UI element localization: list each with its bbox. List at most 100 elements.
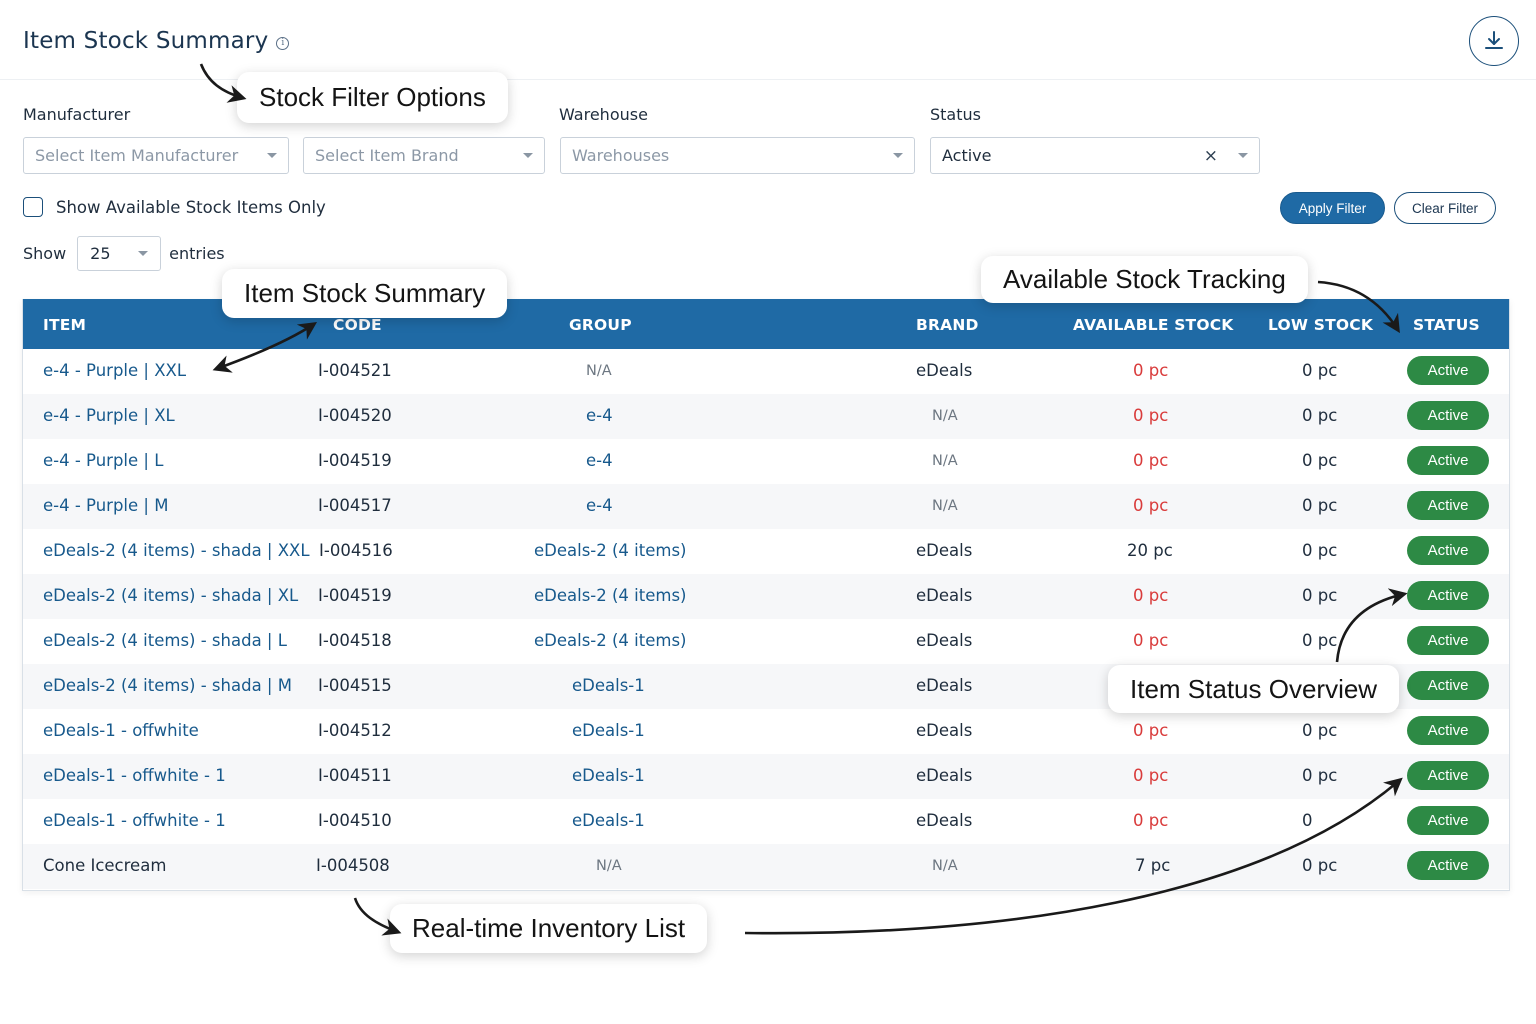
item-name[interactable]: Cone Icecream [43, 856, 167, 875]
warehouse-select[interactable]: Warehouses [560, 137, 915, 174]
chevron-down-icon [267, 153, 277, 158]
manufacturer-placeholder: Select Item Manufacturer [35, 146, 239, 165]
item-group-link[interactable]: eDeals-1 [572, 676, 645, 695]
item-code: I-004515 [318, 676, 392, 695]
stock-table: ITEM CODE GROUP BRAND AVAILABLE STOCK LO… [22, 299, 1510, 891]
column-header-available-stock[interactable]: AVAILABLE STOCK [1073, 316, 1234, 334]
chevron-down-icon [1238, 153, 1248, 158]
column-header-brand[interactable]: BRAND [916, 316, 979, 334]
low-stock: 0 pc [1302, 631, 1338, 650]
item-name-link[interactable]: eDeals-1 - offwhite [43, 721, 199, 740]
item-name-link[interactable]: e-4 - Purple | M [43, 496, 169, 515]
item-brand: eDeals [916, 586, 973, 605]
item-group-link[interactable]: eDeals-1 [572, 721, 645, 740]
brand-placeholder: Select Item Brand [315, 146, 459, 165]
item-code: I-004516 [319, 541, 393, 560]
warehouse-label: Warehouse [559, 105, 648, 124]
item-brand: eDeals [916, 721, 973, 740]
item-code: I-004508 [316, 856, 390, 875]
item-name-link[interactable]: eDeals-2 (4 items) - shada | L [43, 631, 287, 650]
item-code: I-004520 [318, 406, 392, 425]
entries-control: Show 25 entries [23, 236, 225, 271]
item-brand: N/A [932, 453, 958, 469]
page-title-text: Item Stock Summary [23, 28, 269, 54]
entries-suffix: entries [169, 244, 225, 263]
callout-stock-filter: Stock Filter Options [237, 72, 508, 123]
item-code: I-004512 [318, 721, 392, 740]
item-group-link[interactable]: eDeals-2 (4 items) [534, 541, 687, 560]
callout-status-overview: Item Status Overview [1108, 665, 1400, 713]
available-stock: 0 pc [1133, 361, 1169, 380]
status-badge[interactable]: Active [1407, 536, 1489, 565]
available-only-checkbox[interactable] [23, 197, 43, 217]
info-icon[interactable]: i [276, 36, 290, 50]
status-select-value: Active [942, 146, 992, 165]
item-group-link[interactable]: eDeals-1 [572, 766, 645, 785]
item-code: I-004517 [318, 496, 392, 515]
status-badge[interactable]: Active [1407, 401, 1489, 430]
column-header-group[interactable]: GROUP [569, 316, 632, 334]
status-badge[interactable]: Active [1407, 356, 1489, 385]
status-badge[interactable]: Active [1407, 491, 1489, 520]
status-select[interactable]: Active × [930, 137, 1260, 174]
column-header-low-stock[interactable]: LOW STOCK [1268, 316, 1374, 334]
manufacturer-select[interactable]: Select Item Manufacturer [23, 137, 289, 174]
low-stock: 0 pc [1302, 766, 1338, 785]
item-group-link[interactable]: eDeals-2 (4 items) [534, 586, 687, 605]
low-stock: 0 pc [1302, 496, 1338, 515]
status-badge[interactable]: Active [1407, 626, 1489, 655]
status-badge[interactable]: Active [1407, 446, 1489, 475]
status-badge[interactable]: Active [1407, 851, 1489, 880]
available-stock: 0 pc [1133, 406, 1169, 425]
table-row: eDeals-1 - offwhite I-004512 eDeals-1 eD… [23, 709, 1509, 754]
column-header-item[interactable]: ITEM [43, 316, 87, 334]
item-name-link[interactable]: e-4 - Purple | XL [43, 406, 175, 425]
status-badge[interactable]: Active [1407, 806, 1489, 835]
item-group-link[interactable]: e-4 [586, 406, 613, 425]
low-stock: 0 pc [1302, 856, 1338, 875]
entries-select[interactable]: 25 [77, 236, 162, 271]
item-brand: eDeals [916, 676, 973, 695]
item-group-link[interactable]: eDeals-2 (4 items) [534, 631, 687, 650]
low-stock: 0 pc [1302, 721, 1338, 740]
manufacturer-label: Manufacturer [23, 105, 131, 124]
chevron-down-icon [138, 251, 149, 256]
item-name-link[interactable]: eDeals-1 - offwhite - 1 [43, 811, 226, 830]
status-badge[interactable]: Active [1407, 716, 1489, 745]
callout-item-summary: Item Stock Summary [222, 269, 508, 318]
status-badge[interactable]: Active [1407, 761, 1489, 790]
item-brand: eDeals [916, 361, 973, 380]
header-divider [0, 79, 1536, 80]
column-header-status[interactable]: STATUS [1413, 316, 1480, 334]
item-name-link[interactable]: e-4 - Purple | L [43, 451, 164, 470]
status-badge[interactable]: Active [1407, 581, 1489, 610]
available-stock: 0 pc [1133, 586, 1169, 605]
item-name-link[interactable]: eDeals-1 - offwhite - 1 [43, 766, 226, 785]
item-group-link[interactable]: eDeals-1 [572, 811, 645, 830]
chevron-down-icon [523, 153, 533, 158]
clear-icon[interactable]: × [1203, 145, 1218, 166]
item-group-link[interactable]: e-4 [586, 451, 613, 470]
page-title: Item Stock Summary i [23, 28, 290, 54]
clear-filter-button[interactable]: Clear Filter [1394, 192, 1496, 224]
status-badge[interactable]: Active [1407, 671, 1489, 700]
table-row: e-4 - Purple | XL I-004520 e-4 N/A 0 pc … [23, 394, 1509, 439]
table-row: eDeals-1 - offwhite - 1 I-004510 eDeals-… [23, 799, 1509, 844]
column-header-code[interactable]: CODE [333, 316, 382, 334]
available-stock: 0 pc [1133, 811, 1169, 830]
entries-value: 25 [90, 244, 111, 263]
item-brand: N/A [932, 408, 958, 424]
item-group: N/A [586, 363, 612, 379]
item-name-link[interactable]: eDeals-2 (4 items) - shada | XXL [43, 541, 310, 560]
item-name-link[interactable]: eDeals-2 (4 items) - shada | M [43, 676, 292, 695]
item-name-link[interactable]: eDeals-2 (4 items) - shada | XL [43, 586, 299, 605]
download-button[interactable] [1469, 16, 1519, 66]
brand-select[interactable]: Select Item Brand [303, 137, 545, 174]
available-only-row: Show Available Stock Items Only [23, 197, 326, 217]
available-stock: 0 pc [1133, 721, 1169, 740]
item-name-link[interactable]: e-4 - Purple | XXL [43, 361, 187, 380]
apply-filter-button[interactable]: Apply Filter [1280, 192, 1385, 224]
low-stock: 0 pc [1302, 586, 1338, 605]
low-stock: 0 pc [1302, 451, 1338, 470]
item-group-link[interactable]: e-4 [586, 496, 613, 515]
